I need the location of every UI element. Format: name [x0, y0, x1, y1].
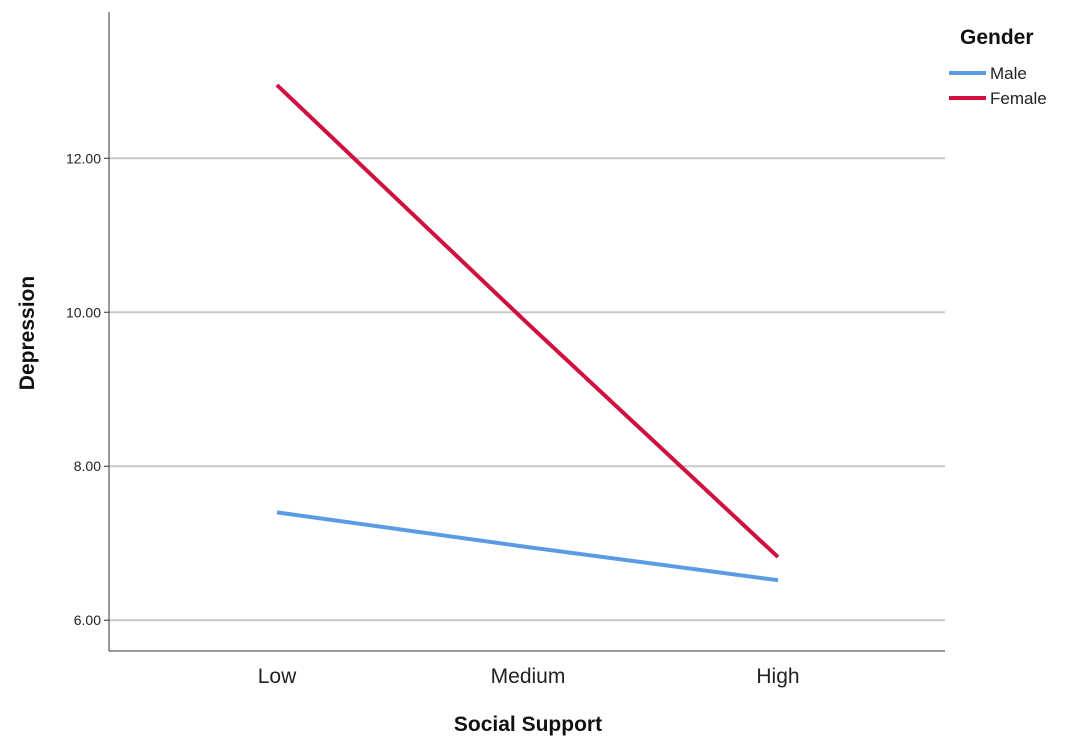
y-axis-ticks: 6.00 8.00 10.00 12.00 [66, 150, 109, 628]
y-axis-title: Depression [16, 276, 39, 390]
y-tick-label: 8.00 [74, 458, 101, 474]
series-line-female [275, 83, 780, 559]
legend: Gender Male Female [949, 26, 1047, 108]
legend-label: Male [990, 64, 1027, 83]
x-tick-label: Low [258, 665, 297, 688]
legend-title: Gender [960, 26, 1034, 49]
y-tick-label: 10.00 [66, 304, 101, 320]
x-axis-title: Social Support [454, 713, 602, 736]
gridlines [109, 157, 945, 622]
x-tick-label: High [756, 665, 799, 688]
series-lines [275, 83, 780, 583]
series-line-male [276, 510, 779, 583]
x-axis-categories: Low Medium High [258, 665, 800, 688]
legend-label: Female [990, 89, 1047, 108]
y-tick-label: 6.00 [74, 612, 101, 628]
x-tick-label: Medium [491, 665, 566, 688]
y-tick-label: 12.00 [66, 150, 101, 166]
